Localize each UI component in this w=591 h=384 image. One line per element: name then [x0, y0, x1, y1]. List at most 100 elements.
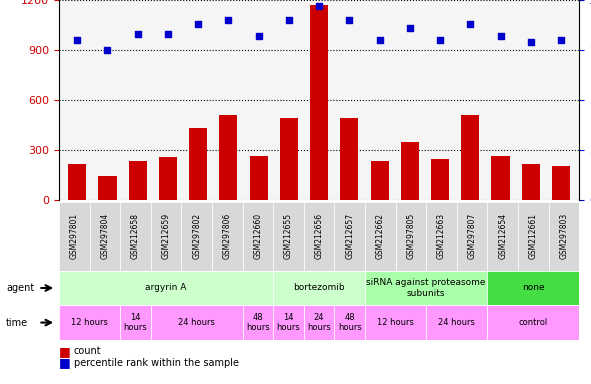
FancyBboxPatch shape [273, 271, 365, 305]
Point [73, 37, 82, 43]
FancyBboxPatch shape [212, 202, 243, 271]
FancyBboxPatch shape [518, 202, 548, 271]
FancyBboxPatch shape [59, 305, 121, 340]
FancyBboxPatch shape [59, 202, 90, 271]
Text: ■: ■ [59, 345, 71, 358]
FancyBboxPatch shape [304, 202, 335, 271]
Text: 12 hours: 12 hours [377, 318, 414, 327]
Text: GSM212655: GSM212655 [284, 213, 293, 259]
Point [466, 21, 475, 27]
FancyBboxPatch shape [273, 305, 304, 340]
Text: GSM212661: GSM212661 [529, 213, 538, 259]
Text: time: time [6, 318, 28, 328]
Point [224, 17, 233, 23]
Text: GSM297807: GSM297807 [467, 213, 476, 259]
Text: GSM297803: GSM297803 [560, 213, 569, 259]
Text: bortezomib: bortezomib [293, 283, 345, 293]
Text: count: count [74, 346, 102, 356]
Bar [371, 161, 389, 200]
Text: 24 hours: 24 hours [439, 318, 475, 327]
Point [526, 39, 535, 45]
Bar [159, 157, 177, 200]
Text: GSM212662: GSM212662 [376, 213, 385, 259]
Point [133, 31, 142, 37]
Point [163, 31, 173, 37]
Text: 24 hours: 24 hours [178, 318, 215, 327]
FancyBboxPatch shape [488, 305, 579, 340]
Text: 14
hours: 14 hours [277, 313, 300, 332]
Bar [340, 118, 359, 200]
FancyBboxPatch shape [304, 305, 335, 340]
FancyBboxPatch shape [488, 271, 579, 305]
Bar [129, 161, 147, 200]
Bar [310, 5, 328, 200]
FancyBboxPatch shape [548, 202, 579, 271]
Text: GSM212663: GSM212663 [437, 213, 446, 259]
Text: 48
hours: 48 hours [338, 313, 362, 332]
FancyBboxPatch shape [151, 305, 243, 340]
Text: 14
hours: 14 hours [124, 313, 148, 332]
FancyBboxPatch shape [426, 202, 457, 271]
FancyBboxPatch shape [365, 271, 488, 305]
Text: control: control [519, 318, 548, 327]
Text: argyrin A: argyrin A [145, 283, 187, 293]
Text: agent: agent [6, 283, 34, 293]
Text: 48
hours: 48 hours [246, 313, 270, 332]
Bar [492, 156, 509, 200]
Text: percentile rank within the sample: percentile rank within the sample [74, 358, 239, 368]
Point [103, 47, 112, 53]
FancyBboxPatch shape [457, 202, 488, 271]
FancyBboxPatch shape [426, 305, 488, 340]
FancyBboxPatch shape [365, 202, 395, 271]
FancyBboxPatch shape [243, 202, 273, 271]
FancyBboxPatch shape [488, 202, 518, 271]
Point [284, 17, 294, 23]
FancyBboxPatch shape [335, 305, 365, 340]
Text: GSM212654: GSM212654 [498, 213, 507, 259]
Bar [431, 159, 449, 200]
Point [375, 37, 384, 43]
Text: GSM297801: GSM297801 [70, 213, 79, 259]
FancyBboxPatch shape [395, 202, 426, 271]
Point [405, 25, 414, 31]
FancyBboxPatch shape [335, 202, 365, 271]
Text: GSM297805: GSM297805 [407, 213, 415, 259]
Point [193, 21, 203, 27]
FancyBboxPatch shape [243, 305, 273, 340]
Bar [280, 118, 298, 200]
Bar [99, 175, 116, 200]
Text: GSM212657: GSM212657 [345, 213, 354, 259]
Bar [68, 164, 86, 200]
Bar [249, 156, 268, 200]
Text: GSM212659: GSM212659 [162, 213, 171, 259]
Text: GSM212660: GSM212660 [254, 213, 262, 259]
FancyBboxPatch shape [151, 202, 181, 271]
Text: GSM212656: GSM212656 [314, 213, 324, 259]
Point [345, 17, 354, 23]
Text: 24
hours: 24 hours [307, 313, 331, 332]
Point [254, 33, 264, 39]
Text: 12 hours: 12 hours [72, 318, 108, 327]
Text: GSM297804: GSM297804 [100, 213, 109, 259]
FancyBboxPatch shape [121, 305, 151, 340]
Text: GSM297806: GSM297806 [223, 213, 232, 259]
Bar [522, 164, 540, 200]
Bar [189, 128, 207, 200]
Text: ■: ■ [59, 356, 71, 369]
Point [314, 3, 324, 9]
Text: GSM212658: GSM212658 [131, 213, 140, 259]
FancyBboxPatch shape [121, 202, 151, 271]
FancyBboxPatch shape [181, 202, 212, 271]
Text: none: none [522, 283, 544, 293]
FancyBboxPatch shape [365, 305, 426, 340]
Point [436, 37, 445, 43]
Point [496, 33, 505, 39]
Bar [219, 115, 238, 200]
Point [556, 37, 566, 43]
Bar [461, 115, 479, 200]
Text: siRNA against proteasome
subunits: siRNA against proteasome subunits [366, 278, 486, 298]
Bar [552, 166, 570, 200]
Text: GSM297802: GSM297802 [192, 213, 202, 259]
Bar [401, 142, 419, 200]
FancyBboxPatch shape [90, 202, 121, 271]
